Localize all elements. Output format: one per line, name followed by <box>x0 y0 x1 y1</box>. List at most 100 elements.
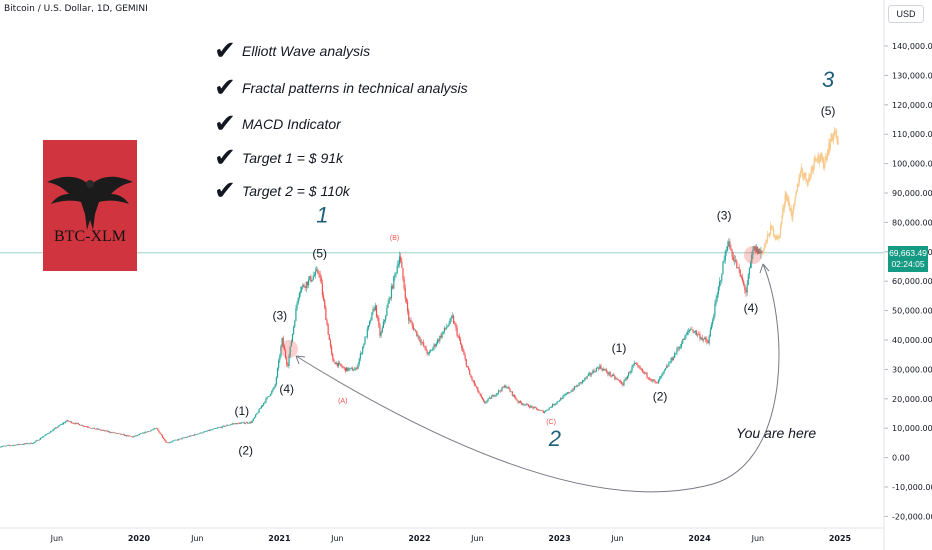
candle <box>272 387 274 393</box>
candle <box>108 431 111 433</box>
candle-body <box>165 440 167 443</box>
candle <box>564 393 566 397</box>
candle <box>38 439 40 441</box>
candle-body <box>197 433 199 435</box>
candle <box>362 346 364 355</box>
candle-body <box>693 332 695 333</box>
candle-body <box>682 339 684 344</box>
candle-body <box>710 324 713 330</box>
candle-body <box>76 422 78 424</box>
currency-button[interactable]: USD <box>888 5 924 23</box>
candle <box>256 413 258 415</box>
candle <box>695 329 698 337</box>
y-tick-label: 110,000.00 <box>892 130 932 139</box>
candle-body <box>288 356 290 366</box>
candle <box>569 392 571 394</box>
candle-body <box>408 311 410 321</box>
candle-body <box>122 434 124 435</box>
candle <box>730 244 732 251</box>
candle-body <box>29 442 31 444</box>
candle-body <box>268 395 271 397</box>
candle-body <box>355 367 357 370</box>
candle-body <box>478 391 480 394</box>
candle-body <box>45 433 47 436</box>
candle <box>593 368 595 373</box>
wave-label: (5) <box>312 247 327 261</box>
candle-body <box>333 359 335 363</box>
projection-body <box>821 156 823 162</box>
projection-body <box>779 235 781 237</box>
candle-body <box>532 406 534 409</box>
projection-candle <box>793 202 795 210</box>
candle <box>74 422 76 425</box>
candle-body <box>32 442 35 444</box>
candle <box>91 427 93 429</box>
candle <box>694 330 696 335</box>
candle-body <box>212 428 214 430</box>
candle-body <box>489 397 492 399</box>
candle <box>600 363 602 370</box>
candle-body <box>543 411 546 413</box>
candle-body <box>621 381 623 385</box>
candle-body <box>130 436 132 438</box>
candle-body <box>451 315 454 318</box>
candle <box>345 367 348 372</box>
candle <box>208 429 211 432</box>
candle <box>172 440 174 443</box>
candle-body <box>143 432 145 434</box>
candle-body <box>685 334 687 336</box>
candle-body <box>232 423 234 425</box>
candle <box>19 444 21 446</box>
candle <box>392 284 394 290</box>
projection-candle <box>794 196 796 207</box>
candle <box>585 376 587 380</box>
candle-body <box>230 424 233 425</box>
candle <box>235 423 237 425</box>
candle <box>6 445 8 447</box>
candle <box>403 275 405 291</box>
projection-body <box>763 248 765 254</box>
candle-body <box>221 426 223 428</box>
candle-body <box>432 347 434 351</box>
candle-body <box>67 420 69 422</box>
projection-body <box>830 133 832 142</box>
projection-body <box>783 204 785 209</box>
candle-body <box>604 369 607 371</box>
candle-body <box>654 380 656 382</box>
candle-body <box>418 335 420 340</box>
candle <box>126 434 128 437</box>
candle-body <box>565 393 568 395</box>
candle <box>198 433 200 435</box>
candle-body <box>702 338 705 340</box>
projection-candle <box>776 234 778 240</box>
candle <box>539 409 541 411</box>
projection-body <box>836 137 838 144</box>
candle-body <box>525 403 527 405</box>
price-axis[interactable]: 140,000.00130,000.00120,000.00110,000.00… <box>883 0 932 550</box>
candle <box>622 382 624 387</box>
candle-body <box>717 287 719 294</box>
candle-body <box>415 329 417 331</box>
btc-xlm-logo: BTC-XLM <box>43 140 137 271</box>
candle <box>210 429 212 431</box>
candle-body <box>131 436 134 438</box>
candle-body <box>101 430 104 431</box>
projection-candle <box>830 132 832 142</box>
candle-body <box>345 367 348 372</box>
candle <box>530 404 532 408</box>
projection-body <box>812 167 814 171</box>
candle-body <box>614 375 616 379</box>
candle <box>430 349 432 353</box>
candle <box>80 425 82 426</box>
candle-body <box>629 372 631 374</box>
candle-body <box>713 315 715 321</box>
candle <box>486 400 488 404</box>
current-price-value: 69,663.49 <box>889 248 927 258</box>
candle-body <box>312 276 314 280</box>
y-tick-label: 100,000.00 <box>892 160 932 169</box>
candle <box>0 446 2 448</box>
current-price-label[interactable]: 69,663.49 02:24:05 <box>888 246 928 272</box>
time-axis[interactable]: Jun 2020 Jun 2021 Jun 2022 Jun 2023 Jun 2024 Jun 20… <box>0 527 884 543</box>
candle <box>202 432 204 434</box>
